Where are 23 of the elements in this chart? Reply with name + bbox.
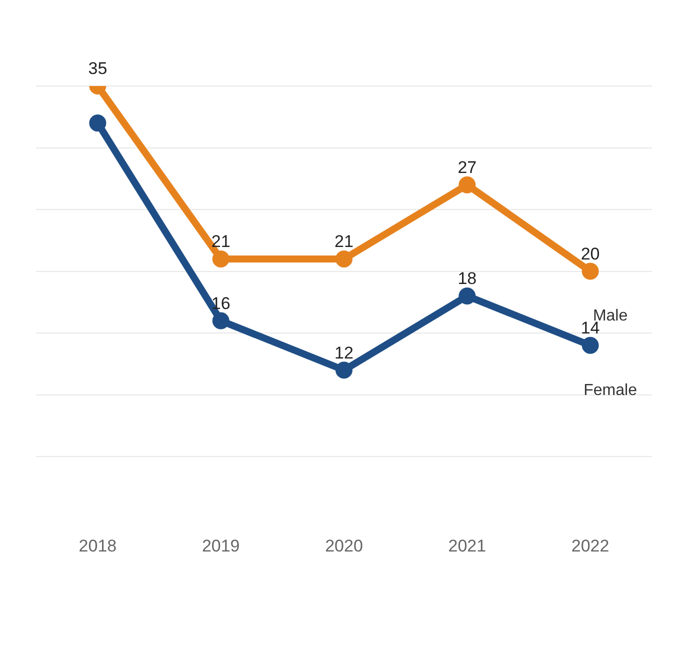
data-label: 21 [334, 232, 354, 252]
x-tick-label: 2021 [448, 536, 486, 556]
point [458, 176, 476, 194]
point [582, 336, 599, 354]
point [582, 262, 599, 280]
x-tick-label: 2020 [325, 536, 363, 556]
data-label: 35 [88, 59, 108, 78]
point [89, 114, 106, 132]
x-tick-label: 2018 [78, 536, 117, 556]
point [336, 362, 352, 379]
point [458, 288, 476, 305]
data-label: 21 [211, 232, 230, 252]
data-label: 20 [580, 244, 600, 264]
data-label: 12 [334, 343, 354, 362]
x-tick-label: 2019 [202, 536, 240, 556]
x-tick-label: 2022 [571, 536, 610, 556]
data-label: 16 [211, 294, 230, 313]
text: Female [584, 382, 638, 399]
point [212, 250, 230, 268]
point [336, 250, 352, 268]
data-label: 27 [458, 158, 477, 178]
data-label: 18 [458, 269, 477, 288]
point [212, 312, 230, 330]
